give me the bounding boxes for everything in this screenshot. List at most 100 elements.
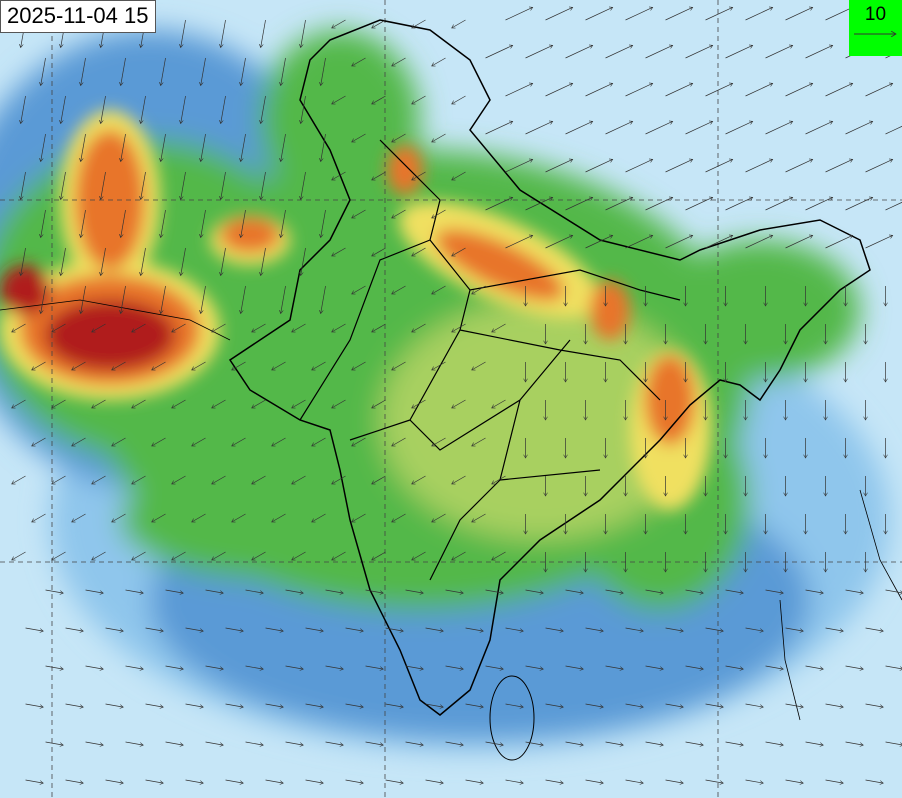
- wind-arrow: [181, 95, 186, 124]
- wind-arrow: [745, 83, 773, 97]
- wind-arrow: [372, 19, 386, 28]
- wind-arrow: [305, 779, 324, 783]
- wind-arrow: [281, 285, 286, 314]
- wind-arrow: [232, 361, 246, 370]
- wind-arrow: [885, 125, 902, 135]
- wind-arrow: [92, 475, 106, 484]
- wind-arrow: [465, 703, 484, 707]
- wind-arrow: [745, 7, 773, 21]
- wind-arrow: [765, 665, 784, 669]
- wind-arrow: [272, 361, 286, 370]
- wind-arrow: [205, 741, 224, 745]
- wind-arrow: [365, 665, 384, 669]
- wind-arrow: [825, 779, 844, 783]
- wind-arrow: [392, 57, 406, 66]
- wind-arrow: [445, 665, 464, 669]
- wind-arrow: [785, 235, 813, 249]
- wind-arrow: [725, 741, 744, 745]
- wind-arrow: [565, 45, 593, 59]
- wind-arrow: [132, 323, 146, 332]
- wind-arrow: [65, 779, 84, 783]
- wind-arrow: [585, 7, 613, 21]
- wind-arrow: [505, 7, 533, 21]
- wind-arrow: [525, 197, 553, 211]
- wind-arrow: [85, 665, 104, 669]
- wind-arrow: [372, 551, 386, 560]
- wind-arrows: [12, 7, 902, 783]
- wind-arrow: [332, 95, 346, 104]
- wind-arrow: [221, 171, 226, 200]
- wind-arrow: [152, 513, 166, 522]
- wind-arrow: [172, 323, 186, 332]
- wind-arrow: [161, 57, 166, 86]
- wind-arrow: [241, 285, 246, 314]
- wind-arrow: [352, 285, 366, 294]
- wind-arrow: [281, 133, 286, 162]
- wind-arrow: [412, 475, 426, 484]
- wind-arrow: [605, 741, 624, 745]
- wind-arrow: [172, 475, 186, 484]
- wind-arrow: [325, 665, 344, 669]
- wind-arrow: [445, 741, 464, 745]
- wind-arrow: [445, 589, 464, 593]
- wind-arrow: [432, 513, 446, 522]
- wind-arrow: [625, 627, 644, 631]
- wind-arrow: [261, 19, 266, 48]
- wind-arrow: [32, 513, 46, 522]
- wind-arrow: [585, 627, 604, 631]
- wind-arrow: [112, 437, 126, 446]
- wind-arrow: [112, 361, 126, 370]
- wind-arrow: [61, 95, 66, 124]
- wind-arrow: [172, 551, 186, 560]
- wind-arrow: [325, 741, 344, 745]
- wind-arrow: [232, 513, 246, 522]
- wind-arrow: [805, 121, 833, 135]
- wind-arrow: [452, 323, 466, 332]
- wind-arrow: [392, 437, 406, 446]
- wind-arrow: [432, 133, 446, 142]
- wind-arrow: [485, 121, 513, 135]
- wind-arrow: [101, 171, 106, 200]
- wind-arrow: [765, 121, 793, 135]
- wind-arrow: [181, 171, 186, 200]
- wind-arrow: [865, 83, 893, 97]
- wind-arrow: [525, 589, 544, 593]
- wind-arrow: [425, 779, 444, 783]
- wind-arrow: [452, 171, 466, 180]
- india-boundary: [228, 19, 871, 716]
- state-boundaries: [299, 139, 681, 581]
- wind-arrow: [192, 437, 206, 446]
- wind-arrow: [452, 247, 466, 256]
- wind-arrow: [825, 83, 853, 97]
- wind-arrow: [161, 133, 166, 162]
- wind-arrow: [605, 197, 633, 211]
- wind-arrow: [252, 399, 266, 408]
- wind-arrow: [252, 551, 266, 560]
- wind-arrow: [365, 741, 384, 745]
- wind-arrow: [472, 361, 486, 370]
- wind-arrow: [205, 665, 224, 669]
- wind-arrow: [665, 703, 684, 707]
- wind-legend: 10: [849, 0, 902, 56]
- wind-arrow: [392, 133, 406, 142]
- wind-arrow: [372, 171, 386, 180]
- wind-arrow: [472, 513, 486, 522]
- wind-arrow: [352, 513, 366, 522]
- wind-arrow: [221, 247, 226, 276]
- wind-arrow: [645, 665, 664, 669]
- wind-arrow: [332, 171, 346, 180]
- wind-arrow: [685, 121, 713, 135]
- wind-arrow: [305, 703, 324, 707]
- wind-arrow: [625, 7, 653, 21]
- wind-arrow: [845, 665, 864, 669]
- wind-arrow: [185, 703, 204, 707]
- reference-arrow-icon: [854, 28, 898, 40]
- wind-arrow: [81, 285, 86, 314]
- wind-arrow: [785, 627, 804, 631]
- wind-arrow: [332, 551, 346, 560]
- wind-arrow: [12, 551, 26, 560]
- wind-arrow: [165, 741, 184, 745]
- wind-arrow: [605, 121, 633, 135]
- wind-arrow: [665, 779, 684, 783]
- wind-arrow: [45, 741, 64, 745]
